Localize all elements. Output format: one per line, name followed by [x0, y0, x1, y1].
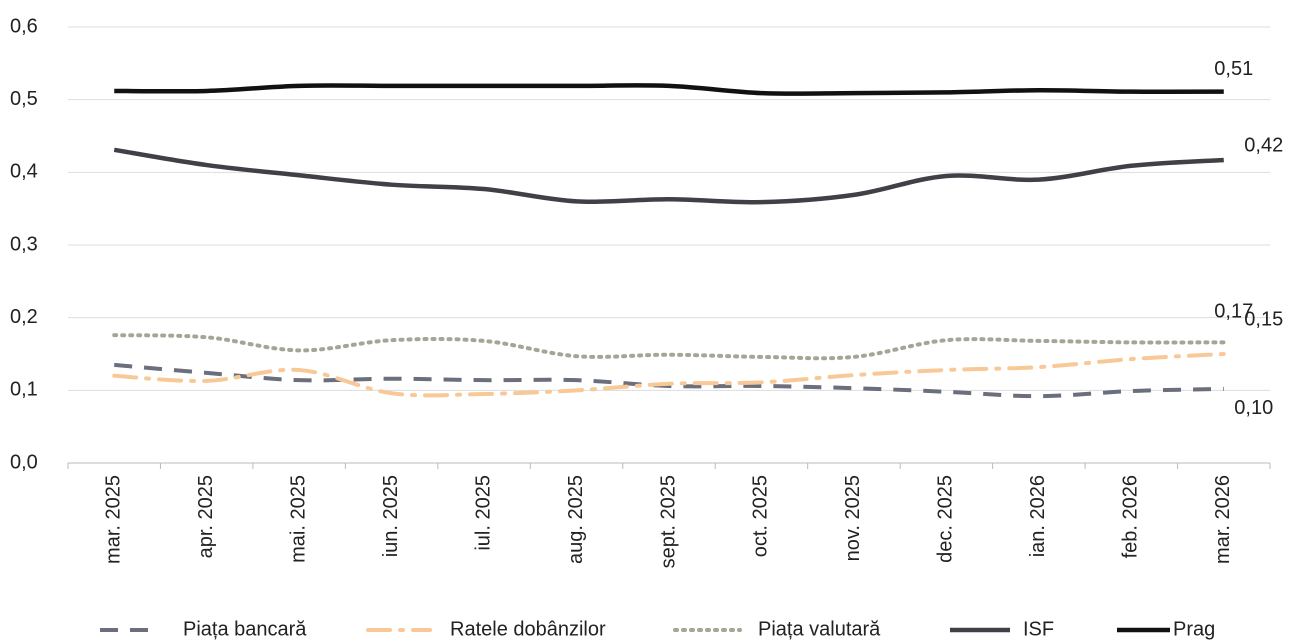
- legend-label: Ratele dobânzilor: [450, 618, 606, 640]
- y-tick-label: 0,0: [10, 451, 38, 473]
- x-tick-label: iun. 2025: [380, 475, 402, 557]
- y-tick-label: 0,5: [10, 88, 38, 110]
- x-tick-label: mar. 2026: [1212, 475, 1234, 564]
- x-tick-label: oct. 2025: [750, 475, 772, 557]
- x-tick-label: ian. 2026: [1027, 475, 1049, 557]
- y-tick-label: 0,2: [10, 306, 38, 328]
- x-tick-label: nov. 2025: [842, 475, 864, 561]
- data-label: 0,17: [1214, 301, 1253, 323]
- x-tick-label: mar. 2025: [103, 475, 125, 564]
- legend-label: Piața valutară: [758, 618, 881, 640]
- series-line: [114, 362, 1224, 399]
- series-line: [113, 147, 1224, 205]
- y-tick-label: 0,6: [10, 15, 38, 37]
- x-tick-label: aug. 2025: [565, 475, 587, 564]
- x-tick-label: apr. 2025: [195, 475, 217, 558]
- x-tick-label: dec. 2025: [935, 475, 957, 563]
- data-label: 0,10: [1234, 397, 1273, 419]
- x-tick-label: iul. 2025: [472, 475, 494, 551]
- y-tick-label: 0,4: [10, 161, 38, 183]
- x-tick-label: feb. 2026: [1120, 475, 1142, 558]
- y-tick-label: 0,1: [10, 379, 38, 401]
- legend-label: Piața bancară: [183, 618, 307, 640]
- data-label: 0,42: [1244, 134, 1283, 156]
- x-tick-label: mai. 2025: [287, 475, 309, 563]
- series-line: [112, 352, 1226, 398]
- data-label: 0,15: [1244, 308, 1283, 330]
- data-label: 0,51: [1214, 58, 1253, 80]
- series-line: [114, 83, 1224, 96]
- legend-label: Prag: [1173, 618, 1215, 640]
- series-line: [112, 333, 1226, 361]
- y-tick-label: 0,3: [10, 233, 38, 255]
- x-tick-label: sept. 2025: [657, 475, 679, 568]
- legend-label: ISF: [1023, 618, 1054, 640]
